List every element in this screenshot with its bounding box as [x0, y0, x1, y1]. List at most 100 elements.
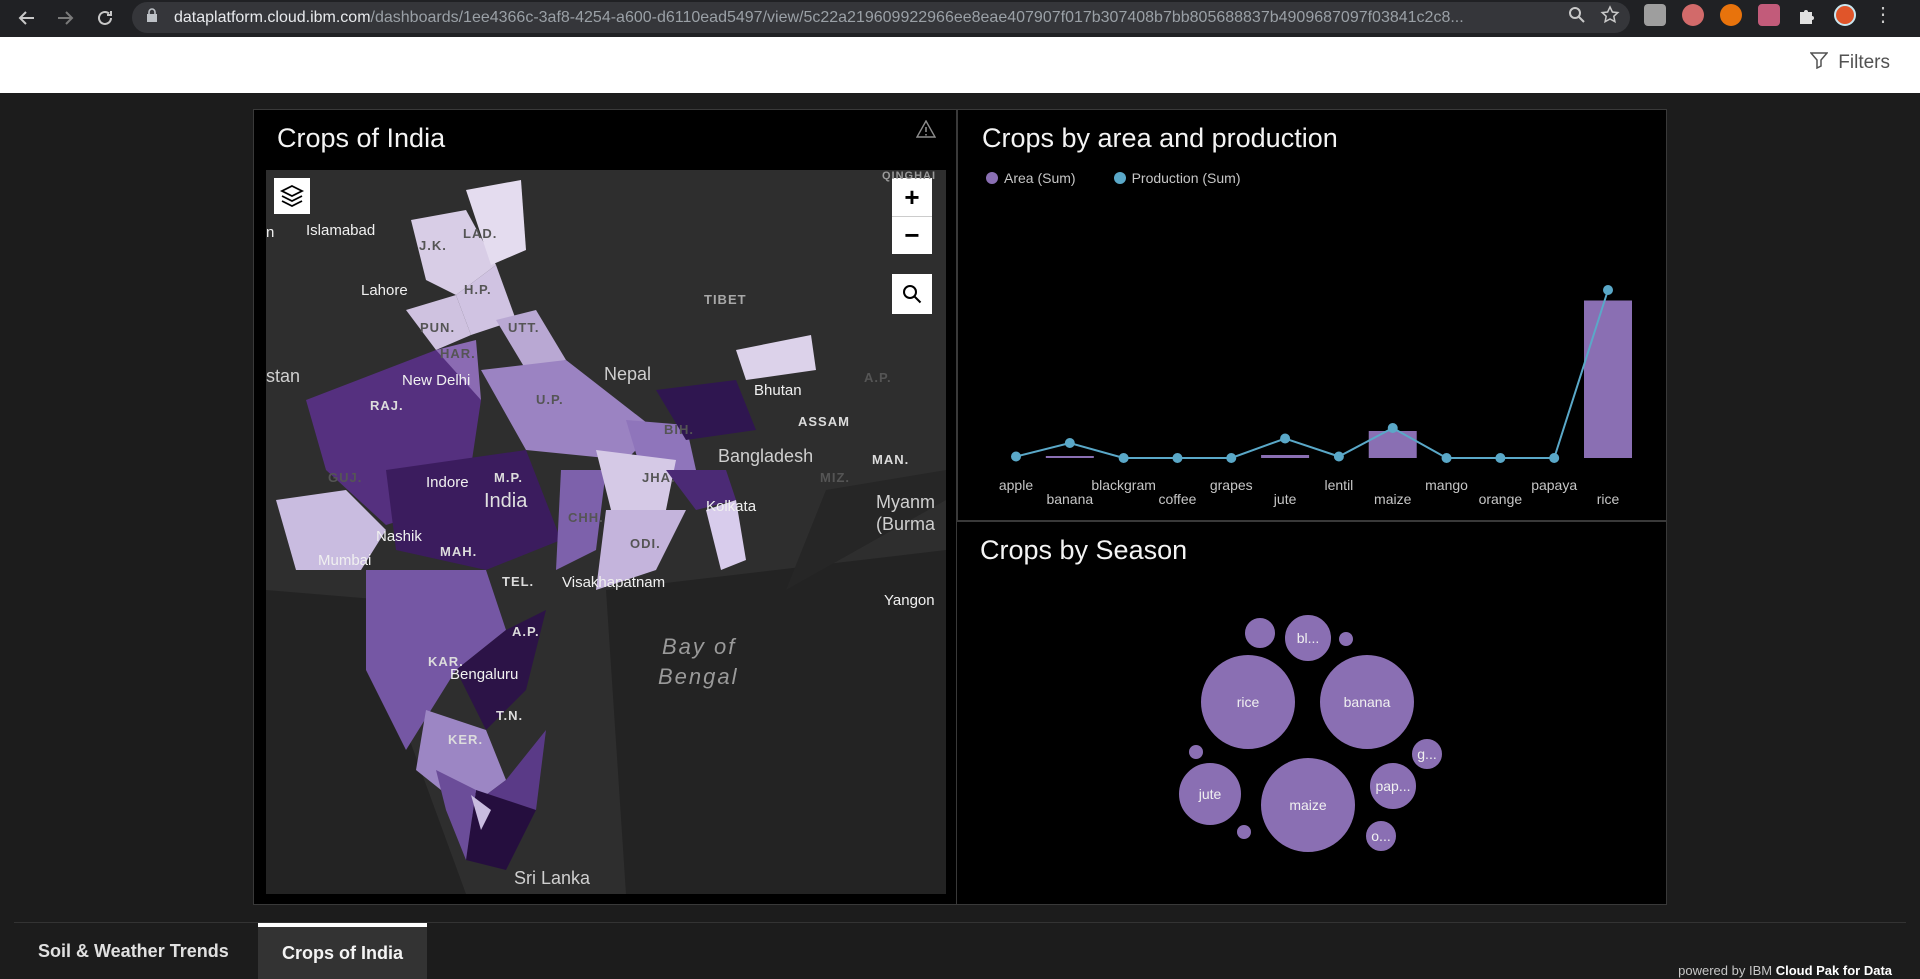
map-label-pun: PUN.	[420, 320, 456, 335]
bar-maize[interactable]	[1368, 431, 1417, 458]
bubble-o...[interactable]: o...	[1364, 819, 1398, 853]
legend-item-production[interactable]: Production (Sum)	[1113, 170, 1241, 186]
india-map[interactable]: + − QINGHAI n Islamabad J.K. LAD. Lahore…	[266, 170, 946, 894]
bubble-maize[interactable]: maize	[1259, 756, 1357, 854]
bubble-g...[interactable]: g...	[1410, 737, 1444, 771]
map-label-kar: KAR.	[428, 654, 464, 669]
map-label-india: India	[484, 490, 528, 512]
legend-label-area: Area (Sum)	[1004, 170, 1076, 186]
puzzle-extensions-icon[interactable]	[1796, 4, 1818, 26]
legend-dot-production	[1113, 172, 1126, 184]
bubble-label: o...	[1371, 828, 1390, 844]
bubble-bl...[interactable]: bl...	[1283, 613, 1333, 663]
bubble-unlabeled[interactable]	[1235, 823, 1253, 841]
more-menu-icon[interactable]: ⋮	[1873, 4, 1893, 26]
production-point-lentil[interactable]	[1333, 451, 1344, 462]
map-panel-title: Crops of India	[277, 123, 446, 153]
map-label-new-delhi: New Delhi	[402, 372, 471, 389]
extension-icon-2[interactable]	[1682, 4, 1704, 26]
map-label-sri-lanka: Sri Lanka	[514, 868, 591, 888]
extension-icon-3[interactable]	[1720, 4, 1742, 26]
legend-label-production: Production (Sum)	[1131, 170, 1241, 186]
map-label-myanmar-2: (Burma	[876, 514, 936, 534]
production-point-apple[interactable]	[1011, 451, 1021, 462]
map-label-nashik: Nashik	[376, 528, 422, 545]
bubble-pap...[interactable]: pap...	[1368, 761, 1418, 811]
map-label-har: HAR.	[440, 346, 476, 361]
map-label-myanmar-1: Myanm	[876, 492, 936, 512]
map-label-tibet: TIBET	[704, 292, 747, 307]
reload-icon[interactable]	[92, 5, 118, 31]
browser-toolbar: dataplatform.cloud.ibm.com/dashboards/1e…	[0, 0, 1920, 37]
zoom-out-button[interactable]: −	[892, 216, 932, 254]
bubble-banana[interactable]: banana	[1318, 653, 1416, 751]
map-label-mumbai: Mumbai	[318, 552, 372, 569]
map-label-lahore: Lahore	[361, 282, 408, 299]
x-tick-label: maize	[1374, 491, 1412, 507]
production-point-grapes[interactable]	[1226, 453, 1237, 463]
bookmark-star-icon[interactable]	[1600, 5, 1620, 30]
bubble-unlabeled[interactable]	[1243, 616, 1277, 650]
x-tick-label: lentil	[1325, 477, 1354, 493]
map-label-utt: UTT.	[508, 320, 540, 335]
extension-icon-4[interactable]	[1758, 4, 1780, 26]
x-tick-label: coffee	[1159, 491, 1197, 507]
map-label-man: MAN.	[872, 452, 910, 467]
legend-item-area[interactable]: Area (Sum)	[986, 170, 1076, 186]
production-point-banana[interactable]	[1064, 438, 1075, 448]
url-host: dataplatform.cloud.ibm.com	[174, 8, 371, 26]
tab-crops-of-india[interactable]: Crops of India	[258, 923, 427, 979]
tab-soil-weather-trends[interactable]: Soil & Weather Trends	[38, 940, 229, 961]
powered-prefix: powered by	[1678, 963, 1746, 978]
map-label-mah: MAH.	[440, 544, 478, 559]
lock-icon	[146, 8, 160, 27]
back-icon[interactable]	[14, 5, 40, 31]
filters-label: Filters	[1838, 52, 1890, 73]
map-label-qinghai: QINGHAI	[882, 170, 937, 182]
profile-avatar-icon[interactable]	[1834, 4, 1856, 26]
bubble-label: rice	[1237, 694, 1260, 710]
address-bar[interactable]: dataplatform.cloud.ibm.com/dashboards/1e…	[132, 2, 1630, 33]
bubble-jute[interactable]: jute	[1177, 761, 1243, 827]
production-point-rice[interactable]	[1603, 285, 1613, 295]
map-label-chh: CHH.	[568, 510, 604, 525]
production-point-orange[interactable]	[1495, 453, 1506, 463]
production-point-maize[interactable]	[1387, 423, 1398, 433]
x-tick-label: grapes	[1210, 477, 1253, 493]
bar-jute[interactable]	[1261, 455, 1310, 458]
production-point-mango[interactable]	[1441, 453, 1452, 463]
bubble-label: banana	[1344, 694, 1391, 710]
x-tick-label: jute	[1273, 491, 1297, 507]
bubble-rice[interactable]: rice	[1199, 653, 1297, 751]
map-search-button[interactable]	[892, 274, 932, 314]
forward-icon[interactable]	[52, 5, 78, 31]
warning-icon[interactable]	[915, 119, 937, 143]
bar-rice[interactable]	[1584, 300, 1632, 459]
map-label-indore: Indore	[426, 474, 469, 491]
zoom-icon[interactable]	[1568, 6, 1586, 29]
map-label-stan: stan	[266, 366, 301, 386]
production-point-blackgram[interactable]	[1118, 453, 1129, 463]
x-tick-label: blackgram	[1091, 477, 1156, 493]
production-point-coffee[interactable]	[1172, 453, 1183, 463]
map-label-up: U.P.	[536, 392, 564, 407]
bubble-unlabeled[interactable]	[1337, 630, 1355, 648]
production-point-jute[interactable]	[1280, 433, 1291, 444]
powered-by-footer: powered by IBM Cloud Pak for Data	[1678, 963, 1892, 978]
production-point-papaya[interactable]	[1549, 453, 1560, 463]
extension-icon-1[interactable]	[1644, 4, 1666, 26]
zoom-in-button[interactable]: +	[892, 178, 932, 216]
filters-button[interactable]: Filters	[1809, 51, 1890, 75]
map-label-bangladesh: Bangladesh	[718, 446, 814, 466]
filter-icon	[1809, 51, 1829, 75]
legend-dot-area	[986, 172, 998, 184]
map-label-bay-of: Bay of	[662, 634, 737, 659]
bar-banana[interactable]	[1045, 456, 1094, 458]
season-bubble-chart[interactable]: rice banana maize jute bl... pap... g... o...	[957, 522, 1668, 906]
crops-area-production-panel: Crops by area and production Area (Sum) …	[957, 109, 1667, 521]
map-label-hp: H.P.	[464, 282, 492, 297]
bubble-unlabeled[interactable]	[1187, 743, 1205, 761]
product-name: Cloud Pak for Data	[1775, 963, 1892, 978]
layers-button[interactable]	[274, 178, 310, 214]
